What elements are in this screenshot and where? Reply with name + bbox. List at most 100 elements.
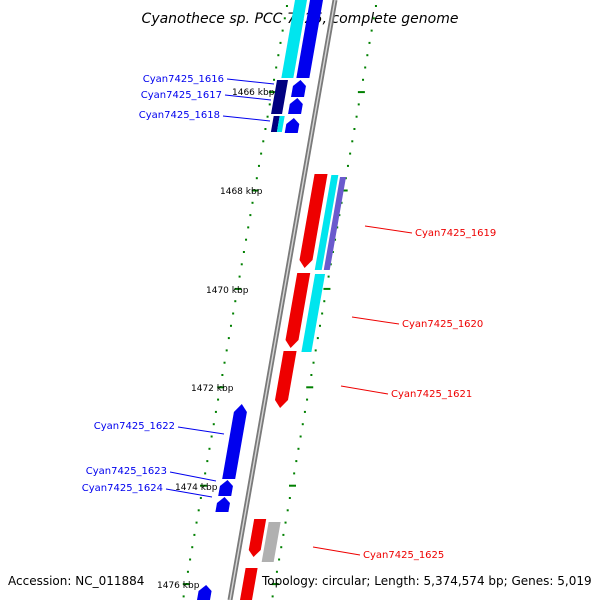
scale-tick-left — [240, 263, 243, 266]
scale-tick-left — [247, 226, 250, 229]
accession-text: Accession: NC_011884 — [8, 574, 145, 588]
scale-tick-left — [182, 583, 190, 586]
scale-label-1472: 1472 kbp — [191, 384, 234, 394]
scale-tick-left — [186, 570, 189, 573]
gene-feature-1617-navy[interactable] — [271, 80, 288, 114]
scale-tick-right — [286, 509, 289, 512]
scale-tick-left — [268, 91, 276, 94]
scale-tick-right — [355, 115, 358, 118]
leader-1623 — [169, 471, 217, 482]
gene-feature-1619-slate[interactable] — [323, 177, 347, 270]
scale-tick-left — [285, 5, 288, 7]
scale-label-1468: 1468 kbp — [220, 187, 263, 197]
scale-tick-left — [283, 17, 286, 20]
gene-feature-1622[interactable] — [222, 404, 247, 479]
scale-tick-right — [327, 275, 330, 278]
gene-feature-1619[interactable] — [299, 174, 328, 268]
gene-label-1617[interactable]: Cyan7425_1617 — [141, 90, 222, 101]
gene-feature-1624[interactable] — [215, 497, 230, 512]
scale-tick-right — [299, 435, 302, 438]
scale-tick-left — [260, 152, 263, 155]
scale-tick-right — [370, 29, 373, 32]
gene-feature-1621[interactable] — [275, 351, 297, 408]
scale-tick-left — [234, 287, 242, 290]
gene-label-1625[interactable]: Cyan7425_1625 — [363, 550, 444, 561]
scale-tick-right — [357, 103, 360, 106]
gene-label-1623[interactable]: Cyan7425_1623 — [86, 466, 167, 477]
scale-tick-left — [223, 361, 226, 364]
gene-feature-1618-aqua[interactable] — [276, 116, 285, 132]
gene-feature-1616[interactable] — [296, 0, 323, 78]
scale-tick-right — [323, 287, 331, 290]
gene-feature-1618[interactable] — [284, 118, 300, 133]
scale-tick-left — [217, 398, 220, 401]
scale-tick-left — [200, 484, 208, 487]
gene-features — [197, 0, 347, 600]
gene-label-1618[interactable]: Cyan7425_1618 — [139, 110, 220, 121]
gene-label-1616[interactable]: Cyan7425_1616 — [143, 74, 224, 85]
scale-tick-left — [232, 312, 235, 315]
scale-tick-left — [212, 423, 215, 426]
gene-feature-1617b[interactable] — [288, 98, 303, 114]
scale-tick-right — [312, 361, 315, 364]
leader-1624 — [165, 488, 213, 498]
scale-tick-right — [372, 17, 375, 20]
scale-ticks — [182, 5, 377, 598]
scale-tick-right — [297, 447, 300, 450]
gene-feature-1616-aqua[interactable] — [281, 0, 307, 78]
scale-tick-right — [271, 583, 279, 586]
gene-label-1621[interactable]: Cyan7425_1621 — [391, 389, 472, 400]
scale-tick-left — [251, 201, 254, 204]
gene-feature-1620[interactable] — [285, 273, 311, 348]
scale-tick-right — [323, 300, 326, 303]
scale-tick-right — [340, 189, 348, 192]
gene-label-1622[interactable]: Cyan7425_1622 — [94, 421, 175, 432]
scale-tick-left — [227, 337, 230, 340]
leader-1620 — [351, 316, 400, 325]
gene-feature-1625-grey[interactable] — [261, 522, 281, 562]
scale-tick-left — [210, 435, 213, 438]
scale-tick-right — [321, 312, 324, 315]
scale-tick-right — [349, 152, 352, 155]
scale-tick-right — [338, 214, 341, 217]
scale-tick-left — [221, 374, 224, 376]
scale-tick-right — [318, 324, 321, 327]
gene-feature-1619-aqua[interactable] — [314, 175, 339, 270]
gene-feature-1620-aqua[interactable] — [301, 274, 326, 352]
scale-tick-right — [344, 177, 347, 180]
scale-tick-left — [189, 558, 192, 561]
scale-tick-right — [340, 201, 343, 204]
gene-label-1620[interactable]: Cyan7425_1620 — [402, 319, 483, 330]
scale-tick-left — [217, 386, 225, 389]
genome-backbone-highlight — [229, 0, 336, 600]
scale-tick-right — [306, 386, 314, 389]
scale-label-1470: 1470 kbp — [206, 286, 249, 296]
scale-tick-right — [368, 41, 371, 44]
gene-feature-1618-navy[interactable] — [270, 116, 280, 132]
scale-tick-left — [279, 41, 282, 44]
scale-tick-right — [295, 460, 298, 463]
scale-tick-left — [275, 66, 278, 69]
gene-feature-1617[interactable] — [291, 80, 306, 97]
scale-tick-left — [268, 103, 271, 106]
scale-tick-left — [255, 177, 258, 180]
scale-tick-right — [303, 410, 306, 413]
scale-tick-right — [301, 423, 304, 426]
leader-1621 — [340, 385, 389, 395]
scale-tick-right — [282, 533, 285, 536]
gene-label-1619[interactable]: Cyan7425_1619 — [415, 228, 496, 239]
gene-feature-bottom-blue[interactable] — [197, 585, 212, 600]
scale-tick-left — [257, 164, 260, 167]
scale-tick-left — [208, 447, 211, 450]
scale-tick-right — [284, 521, 287, 524]
scale-tick-left — [195, 521, 198, 524]
gene-label-1624[interactable]: Cyan7425_1624 — [82, 483, 163, 494]
gene-feature-bottom-red[interactable] — [240, 568, 258, 600]
scale-tick-right — [374, 5, 377, 7]
scale-tick-left — [242, 251, 245, 253]
gene-feature-1623[interactable] — [218, 480, 233, 496]
scale-tick-right — [275, 570, 278, 573]
gene-feature-1625[interactable] — [248, 519, 267, 557]
scale-tick-right — [293, 472, 296, 475]
